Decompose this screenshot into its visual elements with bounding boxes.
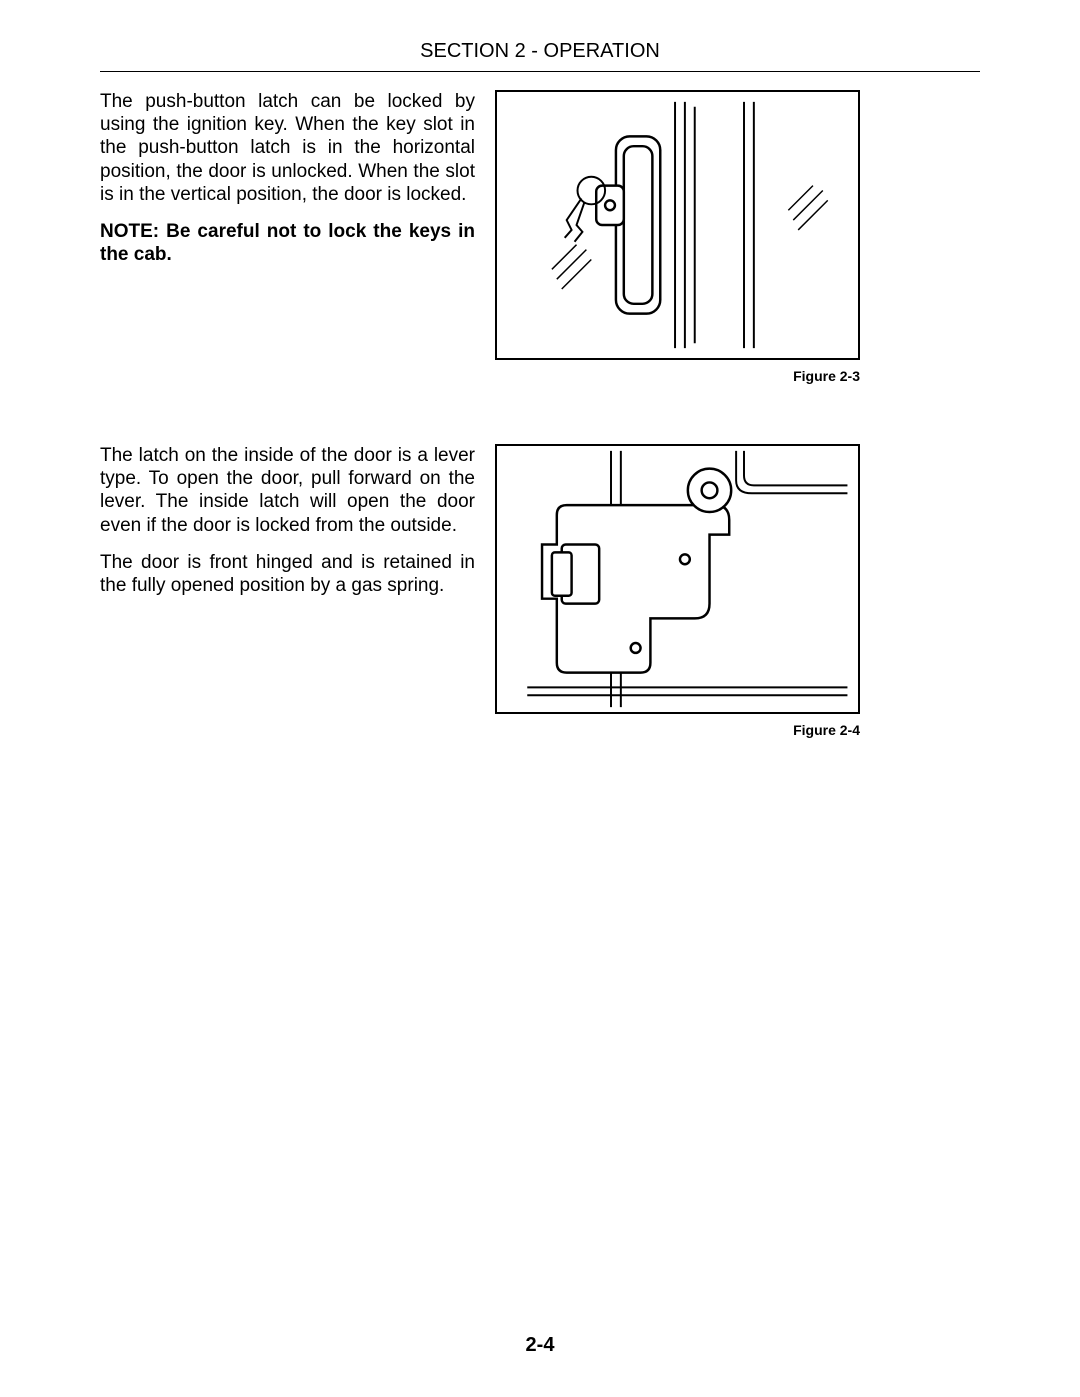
figure-col-2: Figure 2-4 [495, 444, 860, 738]
row-2: The latch on the inside of the door is a… [100, 444, 980, 738]
row-1: The push-button latch can be locked by u… [100, 90, 980, 384]
text-col-1: The push-button latch can be locked by u… [100, 90, 475, 280]
figure-2-3-caption: Figure 2-3 [495, 368, 860, 384]
door-handle-exterior-icon [497, 92, 858, 358]
page: SECTION 2 - OPERATION The push-button la… [0, 0, 1080, 1397]
figure-2-4 [495, 444, 860, 714]
paragraph-inside-latch: The latch on the inside of the door is a… [100, 444, 475, 537]
figure-col-1: Figure 2-3 [495, 90, 860, 384]
header-rule [100, 71, 980, 72]
figure-2-3 [495, 90, 860, 360]
section-header: SECTION 2 - OPERATION [100, 40, 980, 71]
paragraph-latch-lock: The push-button latch can be locked by u… [100, 90, 475, 206]
content: The push-button latch can be locked by u… [100, 90, 980, 738]
paragraph-hinge: The door is front hinged and is retained… [100, 551, 475, 597]
figure-2-4-caption: Figure 2-4 [495, 722, 860, 738]
text-col-2: The latch on the inside of the door is a… [100, 444, 475, 611]
note-lock-keys: NOTE: Be careful not to lock the keys in… [100, 220, 475, 266]
door-latch-interior-icon [497, 446, 858, 712]
page-number: 2-4 [0, 1334, 1080, 1357]
